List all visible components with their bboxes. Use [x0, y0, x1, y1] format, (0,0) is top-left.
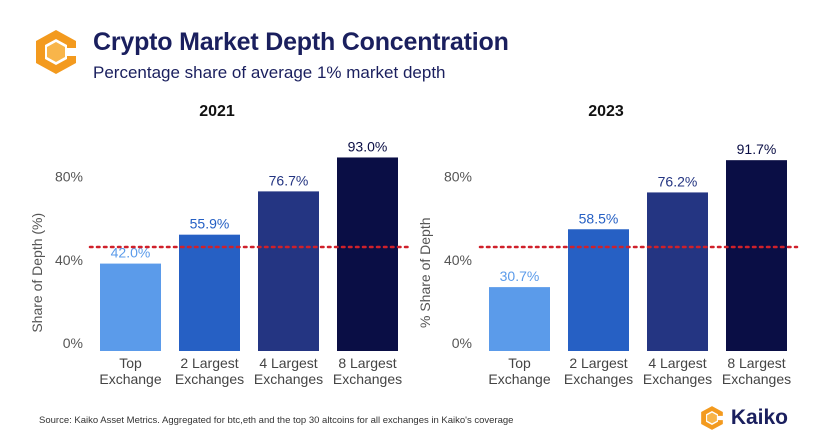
y-tick-label: 0% [63, 335, 83, 351]
bar-value-label: 91.7% [737, 141, 777, 157]
x-tick-label: Exchanges [722, 371, 791, 387]
y-tick-label: 80% [55, 169, 83, 185]
bar [726, 160, 787, 351]
y-tick-label: 0% [452, 335, 472, 351]
x-tick-label: Exchange [488, 371, 550, 387]
bar [258, 191, 319, 351]
y-tick-label: 80% [444, 169, 472, 185]
panel-title: 2021 [199, 103, 235, 120]
kaiko-small-logo-icon [700, 406, 723, 430]
bar-value-label: 55.9% [190, 216, 230, 232]
x-tick-label: 4 Largest [648, 355, 706, 371]
brand-name: Kaiko [730, 406, 788, 429]
y-axis-label: % Share of Depth [417, 218, 433, 329]
bar-value-label: 76.2% [658, 173, 698, 189]
x-tick-label: Top [508, 355, 531, 371]
bar-value-label: 30.7% [500, 268, 540, 284]
x-tick-label: 8 Largest [727, 355, 785, 371]
y-axis-label: Share of Depth (%) [29, 213, 45, 333]
x-tick-label: 4 Largest [259, 355, 317, 371]
x-tick-label: Exchanges [254, 371, 323, 387]
x-tick-label: Exchanges [175, 371, 244, 387]
bar [568, 229, 629, 351]
bar [100, 263, 161, 351]
x-tick-label: Exchange [99, 371, 161, 387]
bar [489, 287, 550, 351]
kaiko-logo-icon [32, 28, 80, 76]
brand: Kaiko [699, 405, 788, 431]
source-note: Source: Kaiko Asset Metrics. Aggregated … [39, 415, 514, 426]
bar-value-label: 76.7% [269, 172, 309, 188]
x-tick-label: 2 Largest [569, 355, 627, 371]
bar [179, 234, 240, 351]
bar-value-label: 93.0% [348, 138, 388, 154]
x-tick-label: Exchanges [643, 371, 712, 387]
bar [337, 157, 398, 351]
y-tick-label: 40% [55, 252, 83, 268]
x-tick-label: Top [119, 355, 142, 371]
chart-subtitle: Percentage share of average 1% market de… [93, 63, 446, 82]
x-tick-label: 2 Largest [180, 355, 238, 371]
chart-title: Crypto Market Depth Concentration [93, 28, 509, 56]
bar-value-label: 58.5% [579, 210, 619, 226]
x-tick-label: Exchanges [564, 371, 633, 387]
x-tick-label: 8 Largest [338, 355, 396, 371]
y-tick-label: 40% [444, 252, 472, 268]
panel-title: 2023 [588, 103, 624, 120]
bar-value-label: 42.0% [111, 245, 151, 261]
x-tick-label: Exchanges [333, 371, 402, 387]
bar [647, 192, 708, 351]
